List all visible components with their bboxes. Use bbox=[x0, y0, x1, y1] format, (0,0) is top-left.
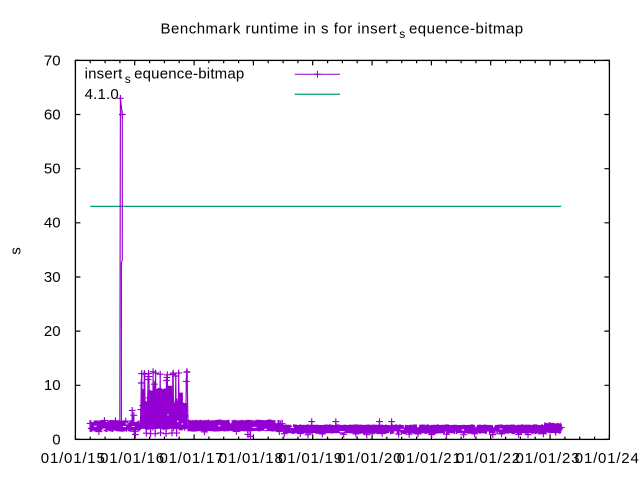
svg-text:20: 20 bbox=[44, 323, 61, 340]
svg-text:01/01/21: 01/01/21 bbox=[397, 450, 462, 467]
svg-text:01/01/20: 01/01/20 bbox=[338, 450, 403, 467]
svg-text:70: 70 bbox=[44, 52, 61, 69]
svg-text:50: 50 bbox=[44, 161, 61, 178]
svg-text:60: 60 bbox=[44, 106, 61, 123]
svg-text:Benchmark runtime in s for ins: Benchmark runtime in s for insert s equenc… bbox=[161, 20, 524, 41]
svg-text:01/01/16: 01/01/16 bbox=[100, 450, 165, 467]
svg-text:s: s bbox=[8, 247, 25, 255]
svg-text:30: 30 bbox=[44, 269, 61, 286]
svg-text:01/01/17: 01/01/17 bbox=[160, 450, 225, 467]
svg-text:01/01/22: 01/01/22 bbox=[456, 450, 521, 467]
svg-text:01/01/15: 01/01/15 bbox=[41, 450, 106, 467]
svg-text:40: 40 bbox=[44, 215, 61, 232]
svg-text:4.1.0: 4.1.0 bbox=[85, 86, 119, 103]
svg-text:01/01/23: 01/01/23 bbox=[516, 450, 581, 467]
svg-text:0: 0 bbox=[52, 431, 60, 448]
svg-text:01/01/19: 01/01/19 bbox=[278, 450, 343, 467]
svg-text:01/01/18: 01/01/18 bbox=[219, 450, 284, 467]
svg-text:01/01/24: 01/01/24 bbox=[575, 450, 640, 467]
svg-text:10: 10 bbox=[44, 377, 61, 394]
